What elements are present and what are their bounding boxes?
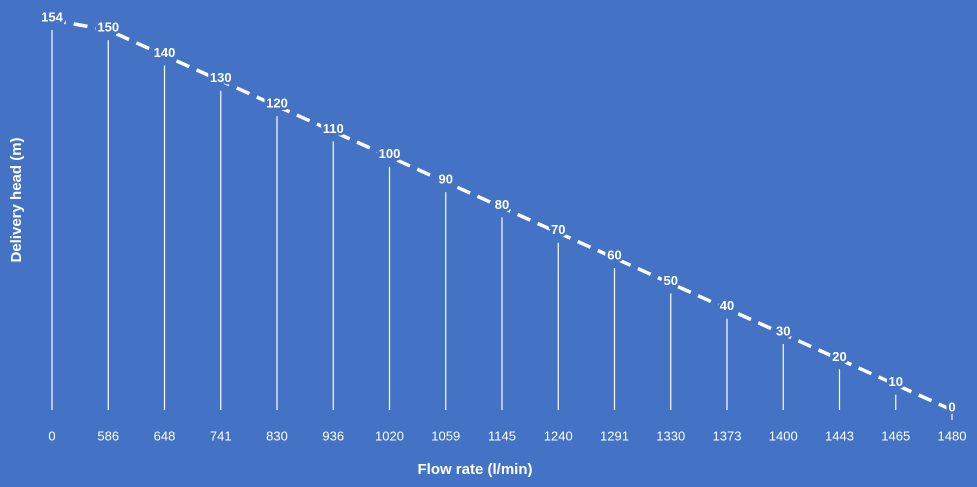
x-tick-label: 586: [97, 428, 119, 443]
x-tick-label: 741: [210, 428, 232, 443]
data-label: 110: [323, 121, 344, 136]
data-label: 90: [439, 172, 453, 187]
data-label: 60: [607, 247, 621, 262]
data-label: 100: [379, 146, 401, 161]
x-tick-label: 1291: [600, 428, 629, 443]
x-tick-label: 648: [154, 428, 176, 443]
data-label: 130: [210, 70, 232, 85]
data-label: 40: [720, 298, 734, 313]
x-tick-label: 936: [322, 428, 344, 443]
data-label: 20: [832, 349, 846, 364]
data-label: 30: [776, 323, 790, 338]
data-label: 150: [97, 20, 119, 35]
data-label: 80: [495, 197, 509, 212]
y-axis-title: Delivery head (m): [8, 137, 25, 262]
x-tick-label: 1330: [656, 428, 685, 443]
x-tick-label: 0: [48, 428, 55, 443]
x-tick-label: 1443: [825, 428, 854, 443]
x-axis-title: Flow rate (l/min): [417, 461, 532, 478]
data-label: 10: [889, 374, 903, 389]
x-tick-label: 1373: [713, 428, 742, 443]
x-tick-label: 1400: [769, 428, 798, 443]
data-label: 70: [551, 222, 565, 237]
data-label: 140: [154, 45, 176, 60]
x-tick-label: 1145: [488, 428, 516, 443]
line-series: [51, 18, 953, 412]
x-tick-label: 1059: [431, 428, 460, 443]
x-tick-label: 1020: [375, 428, 404, 443]
x-tick-label: 830: [266, 428, 288, 443]
x-tick-label: 1240: [544, 428, 573, 443]
x-tick-label: 1480: [938, 428, 967, 443]
data-label: 154: [41, 9, 63, 24]
data-label: 0: [948, 399, 955, 414]
data-label: 120: [266, 96, 288, 111]
data-label: 50: [664, 273, 678, 288]
x-tick-label: 1465: [881, 428, 910, 443]
